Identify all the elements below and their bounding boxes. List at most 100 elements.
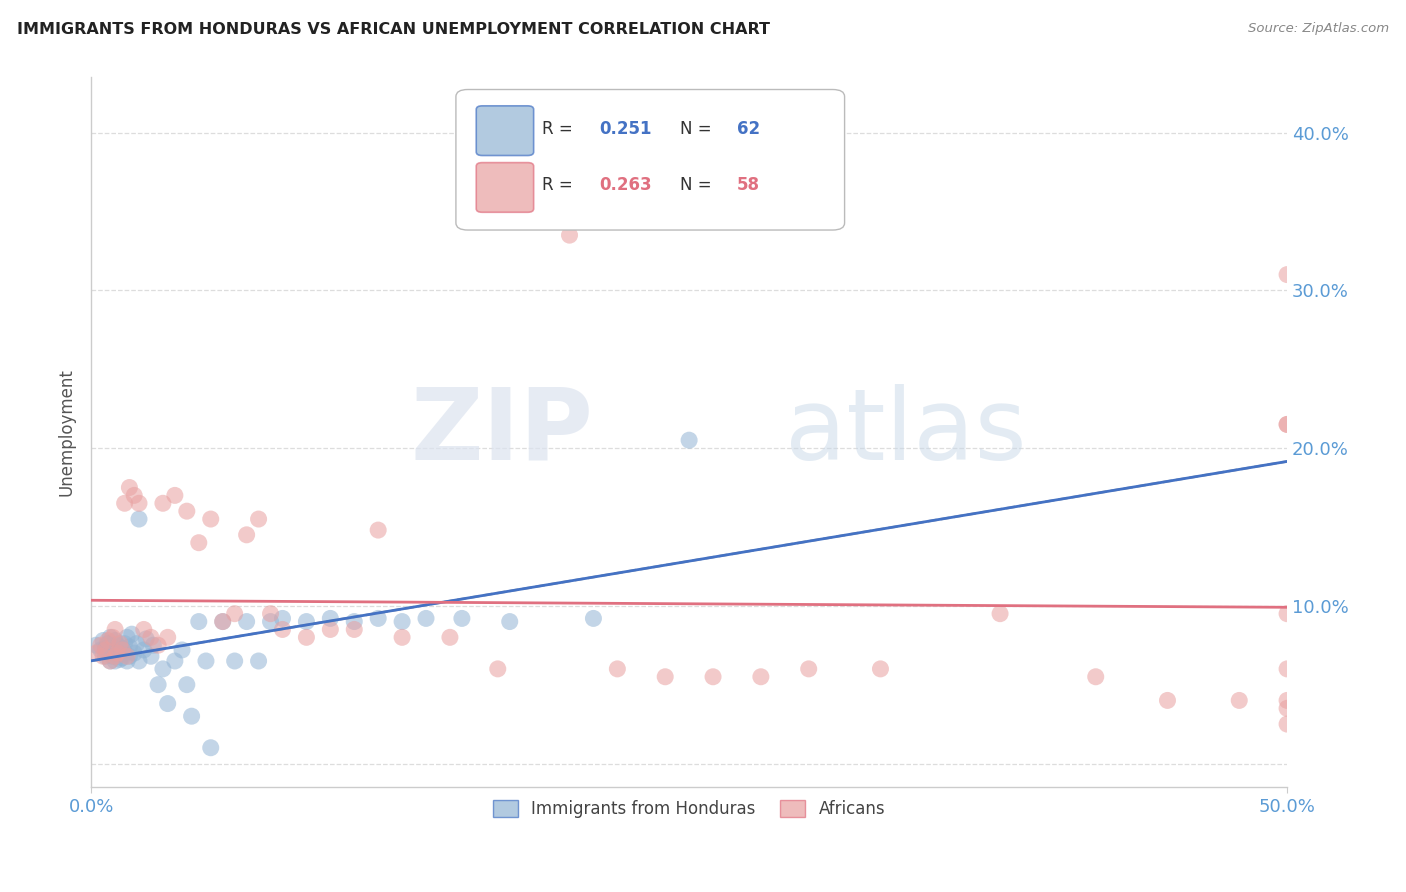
Point <box>271 623 294 637</box>
Point <box>94 641 117 656</box>
Point <box>128 496 150 510</box>
Point <box>869 662 891 676</box>
Point <box>271 611 294 625</box>
Point <box>108 643 131 657</box>
Text: 0.263: 0.263 <box>599 177 652 194</box>
Point <box>98 644 121 658</box>
Point <box>104 623 127 637</box>
Point <box>84 646 107 660</box>
Point <box>194 654 217 668</box>
Text: 58: 58 <box>737 177 761 194</box>
Point <box>118 649 141 664</box>
Text: N =: N = <box>679 120 717 137</box>
Point <box>128 512 150 526</box>
Point <box>176 678 198 692</box>
Point <box>104 654 127 668</box>
Point <box>988 607 1011 621</box>
Point <box>91 649 114 664</box>
Point <box>295 615 318 629</box>
Point <box>187 615 209 629</box>
Point <box>343 623 366 637</box>
Point <box>367 611 389 625</box>
Point <box>135 632 157 646</box>
Point <box>415 611 437 625</box>
Point <box>146 678 169 692</box>
Text: atlas: atlas <box>785 384 1026 481</box>
Point <box>94 643 117 657</box>
Point <box>111 641 134 656</box>
Point <box>319 623 342 637</box>
Point <box>749 670 772 684</box>
Point <box>391 615 413 629</box>
Point <box>90 643 112 657</box>
Point <box>439 631 461 645</box>
Point <box>114 637 136 651</box>
Point <box>1275 693 1298 707</box>
Point <box>187 535 209 549</box>
Point <box>295 631 318 645</box>
FancyBboxPatch shape <box>477 162 534 212</box>
Point <box>1084 670 1107 684</box>
Y-axis label: Unemployment: Unemployment <box>58 368 75 496</box>
Point <box>90 638 112 652</box>
Point <box>142 638 165 652</box>
Point <box>114 496 136 510</box>
Point <box>224 607 246 621</box>
Point <box>1275 417 1298 432</box>
Point <box>702 670 724 684</box>
Point <box>98 654 121 668</box>
Point <box>97 633 120 648</box>
Point <box>797 662 820 676</box>
Point <box>499 615 522 629</box>
Point <box>247 512 270 526</box>
Point <box>156 697 179 711</box>
Text: Source: ZipAtlas.com: Source: ZipAtlas.com <box>1249 22 1389 36</box>
FancyBboxPatch shape <box>456 89 845 230</box>
Point <box>1156 693 1178 707</box>
Point <box>91 633 114 648</box>
Point <box>98 654 121 668</box>
Point <box>107 638 129 652</box>
Text: R =: R = <box>543 120 578 137</box>
Point <box>128 654 150 668</box>
Text: 62: 62 <box>737 120 761 137</box>
Point <box>121 627 143 641</box>
Point <box>139 649 162 664</box>
Point <box>1275 717 1298 731</box>
Point <box>486 662 509 676</box>
Point <box>235 528 257 542</box>
Point <box>98 631 121 645</box>
Point <box>132 643 155 657</box>
Point <box>1275 268 1298 282</box>
Point <box>146 638 169 652</box>
Point <box>1275 662 1298 676</box>
Point <box>122 646 145 660</box>
Point <box>101 640 124 654</box>
Point <box>125 637 148 651</box>
Point <box>101 649 124 664</box>
Point <box>259 607 281 621</box>
Point <box>111 650 134 665</box>
Point <box>247 654 270 668</box>
Point <box>114 646 136 660</box>
Point <box>582 611 605 625</box>
Point <box>200 512 222 526</box>
Point <box>111 643 134 657</box>
Point <box>180 709 202 723</box>
Point <box>115 654 138 668</box>
Point <box>84 638 107 652</box>
Point <box>152 496 174 510</box>
Point <box>94 649 117 664</box>
Text: ZIP: ZIP <box>411 384 593 481</box>
Point <box>319 611 342 625</box>
Point <box>107 648 129 662</box>
Text: 0.251: 0.251 <box>599 120 652 137</box>
Point <box>1275 607 1298 621</box>
Point <box>391 631 413 645</box>
Point <box>115 631 138 645</box>
Point <box>170 643 193 657</box>
Point <box>156 631 179 645</box>
Point <box>107 646 129 660</box>
Point <box>678 433 700 447</box>
Point <box>118 481 141 495</box>
